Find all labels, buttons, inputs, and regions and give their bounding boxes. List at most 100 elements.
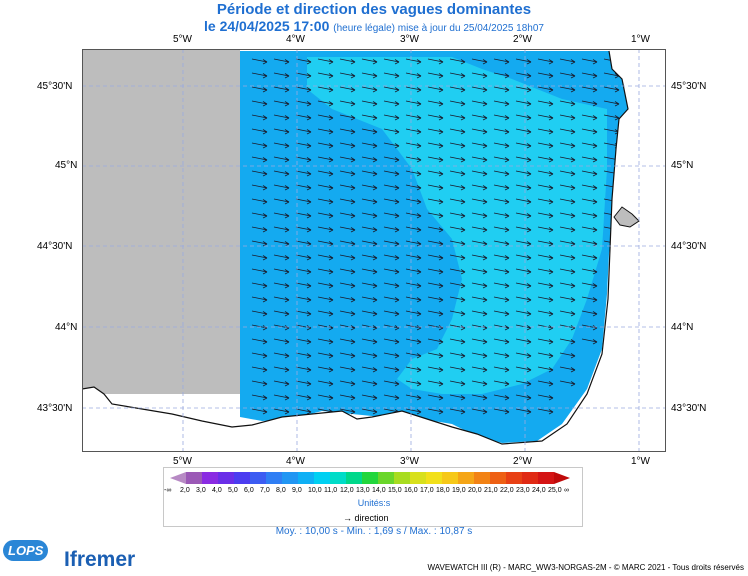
direction-arrow (251, 394, 268, 401)
direction-arrow (339, 324, 356, 331)
direction-arrow (405, 268, 422, 275)
direction-arrow (405, 128, 422, 135)
direction-arrow (427, 142, 444, 149)
direction-arrow (449, 198, 466, 205)
direction-arrow (273, 268, 290, 275)
direction-arrow (317, 86, 334, 93)
colorbar-label: 24,0 (532, 487, 546, 494)
direction-arrow (449, 72, 466, 79)
wave-period-map[interactable] (82, 49, 666, 452)
direction-arrow (537, 226, 554, 233)
direction-arrow (361, 156, 378, 163)
direction-arrow (515, 128, 532, 135)
colorbar-cell (298, 472, 314, 484)
direction-arrow (493, 296, 510, 303)
direction-arrow (251, 366, 268, 373)
direction-arrow (251, 338, 268, 345)
direction-arrow (449, 394, 466, 401)
direction-arrow (471, 212, 488, 219)
direction-arrow (427, 128, 444, 135)
direction-arrow (515, 324, 532, 331)
direction-arrow (493, 352, 510, 359)
direction-arrow (427, 310, 444, 317)
direction-arrow (317, 170, 334, 177)
direction-arrow (537, 310, 554, 317)
direction-arrow (559, 72, 576, 79)
direction-arrow (471, 184, 488, 191)
direction-arrow (295, 114, 312, 121)
colorbar-label: 18,0 (436, 487, 450, 494)
direction-arrow (273, 100, 290, 107)
direction-arrow (515, 198, 532, 205)
direction-arrow (383, 366, 400, 373)
direction-arrow (339, 366, 356, 373)
direction-arrow (295, 394, 312, 401)
direction-arrow (273, 58, 290, 65)
colorbar-label: 15,0 (388, 487, 402, 494)
arrow-right-icon: → (343, 513, 352, 523)
direction-arrow (559, 170, 576, 177)
direction-arrow (251, 212, 268, 219)
direction-arrow (405, 212, 422, 219)
direction-arrow (537, 254, 554, 261)
land-no-data (82, 49, 240, 394)
direction-arrow (515, 212, 532, 219)
direction-arrow (515, 268, 532, 275)
direction-arrow (383, 198, 400, 205)
direction-arrow (361, 268, 378, 275)
direction-arrow (471, 86, 488, 93)
colorbar-label: 19,0 (452, 487, 466, 494)
direction-arrow (405, 100, 422, 107)
direction-arrow (515, 226, 532, 233)
direction-arrow (251, 352, 268, 359)
direction-arrow (251, 72, 268, 79)
direction-arrow (581, 198, 598, 205)
colorbar-label: 14,0 (372, 487, 386, 494)
direction-arrow (449, 100, 466, 107)
direction-arrow (493, 86, 510, 93)
direction-arrow (581, 156, 598, 163)
lat-label-left: 44°30'N (37, 241, 73, 252)
direction-arrow (449, 128, 466, 135)
direction-arrow (251, 240, 268, 247)
map-frame (82, 49, 666, 452)
direction-arrow (449, 408, 466, 415)
direction-arrow (383, 310, 400, 317)
direction-arrow (339, 282, 356, 289)
colorbar-cell (346, 472, 362, 484)
colorbar-label: 21,0 (484, 487, 498, 494)
direction-arrow (559, 142, 576, 149)
direction-arrow (603, 86, 620, 93)
direction-arrow (537, 198, 554, 205)
direction-arrow (493, 156, 510, 163)
colorbar-label: 20,0 (468, 487, 482, 494)
direction-arrow (251, 184, 268, 191)
direction-arrow (515, 254, 532, 261)
direction-arrow (559, 282, 576, 289)
direction-arrow (515, 58, 532, 65)
direction-arrow (295, 268, 312, 275)
direction-arrow (383, 226, 400, 233)
coastline (82, 50, 629, 445)
direction-arrow (537, 408, 554, 415)
direction-arrow (383, 212, 400, 219)
direction-arrow (405, 170, 422, 177)
direction-arrow (317, 394, 334, 401)
lat-label-right: 44°30'N (671, 241, 707, 252)
direction-arrow (427, 184, 444, 191)
ifremer-logo: Ifremer (64, 548, 136, 571)
direction-arrow (559, 380, 576, 387)
direction-arrow (471, 128, 488, 135)
direction-arrow (251, 226, 268, 233)
colorbar-label: 2,0 (180, 487, 190, 494)
colorbar-label: 23,0 (516, 487, 530, 494)
direction-arrow (449, 282, 466, 289)
direction-arrow (581, 184, 598, 191)
direction-arrow (339, 254, 356, 261)
direction-arrow (383, 72, 400, 79)
unit-label: Unités:s (357, 498, 391, 508)
direction-arrow (251, 86, 268, 93)
direction-arrow (339, 142, 356, 149)
direction-arrow (339, 212, 356, 219)
direction-arrow (471, 254, 488, 261)
